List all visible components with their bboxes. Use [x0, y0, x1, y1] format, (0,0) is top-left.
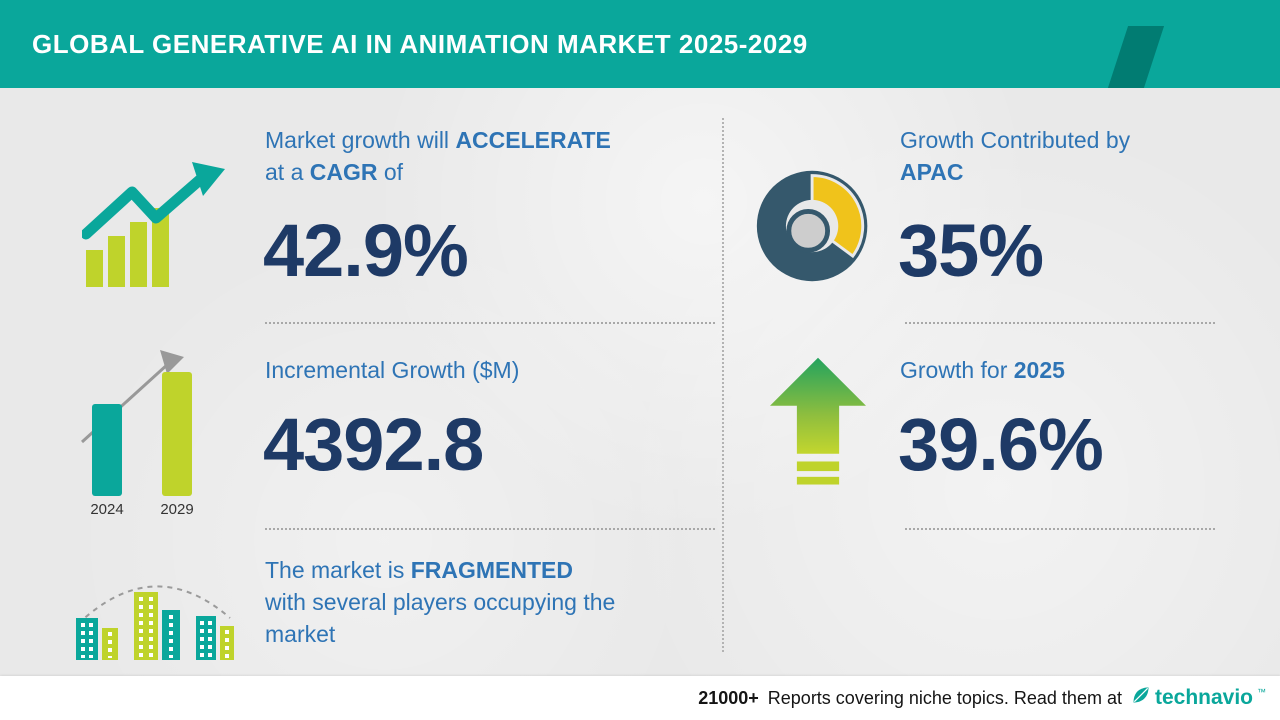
technavio-wordmark: technavio: [1154, 686, 1253, 709]
growth-2025-text: Growth for: [900, 357, 1014, 383]
reports-count: 21000+: [698, 687, 759, 708]
cagr-caption-text3: of: [377, 159, 404, 185]
header-banner: GLOBAL GENERATIVE AI IN ANIMATION MARKET…: [0, 0, 1280, 88]
cagr-caption-cagr: CAGR: [309, 159, 378, 185]
up-arrow-icon: [770, 356, 866, 499]
dotted-divider: [905, 322, 1215, 324]
growth-2025-caption: Growth for 2025: [900, 354, 1065, 386]
dotted-divider: [905, 528, 1215, 530]
incremental-growth-value: 4392.8: [263, 403, 484, 486]
footer-bar: 21000+ Reports covering niche topics. Re…: [0, 676, 1280, 720]
cagr-caption-accelerate: ACCELERATE: [455, 127, 611, 153]
incremental-growth-label: Incremental Growth ($M): [265, 357, 520, 383]
bar-chart-icon: 2024 2029: [76, 342, 216, 522]
technavio-logo[interactable]: technavio ™: [1131, 685, 1266, 711]
apac-caption-bold: APAC: [900, 159, 964, 185]
buildings-icon: [72, 566, 237, 666]
fragmentation-caption: The market is FRAGMENTED with several pl…: [265, 554, 615, 650]
growth-2025-value: 39.6%: [898, 403, 1104, 486]
technavio-leaf-icon: [1131, 685, 1151, 711]
vertical-dotted-divider: [722, 118, 724, 652]
dotted-divider: [265, 322, 715, 324]
apac-value: 35%: [898, 209, 1044, 292]
fragmentation-bold: FRAGMENTED: [410, 557, 573, 583]
donut-chart-icon: [752, 163, 878, 294]
bar-year-right-label: 2029: [160, 501, 193, 517]
page-title: GLOBAL GENERATIVE AI IN ANIMATION MARKET…: [32, 28, 808, 59]
fragmentation-text2: with several players occupying the: [265, 589, 616, 615]
apac-caption-text: Growth Contributed by: [900, 127, 1131, 153]
fragmentation-text1: The market is: [265, 557, 411, 583]
cagr-caption-text2: at a: [265, 159, 310, 185]
fragmentation-text3: market: [265, 621, 336, 647]
cagr-caption: Market growth will ACCELERATE at a CAGR …: [265, 124, 611, 188]
footer-text: Reports covering niche topics. Read them…: [767, 687, 1122, 708]
cagr-caption-text1: Market growth will: [265, 127, 456, 153]
growth-line-chart-icon: [80, 162, 232, 292]
growth-2025-bold: 2025: [1013, 357, 1065, 383]
apac-caption: Growth Contributed by APAC: [900, 124, 1130, 188]
ribbon-fold: [1107, 26, 1165, 88]
cagr-value: 42.9%: [263, 209, 469, 292]
bar-year-left-label: 2024: [90, 501, 123, 517]
trademark-symbol: ™: [1257, 687, 1266, 697]
dotted-divider: [265, 528, 715, 530]
